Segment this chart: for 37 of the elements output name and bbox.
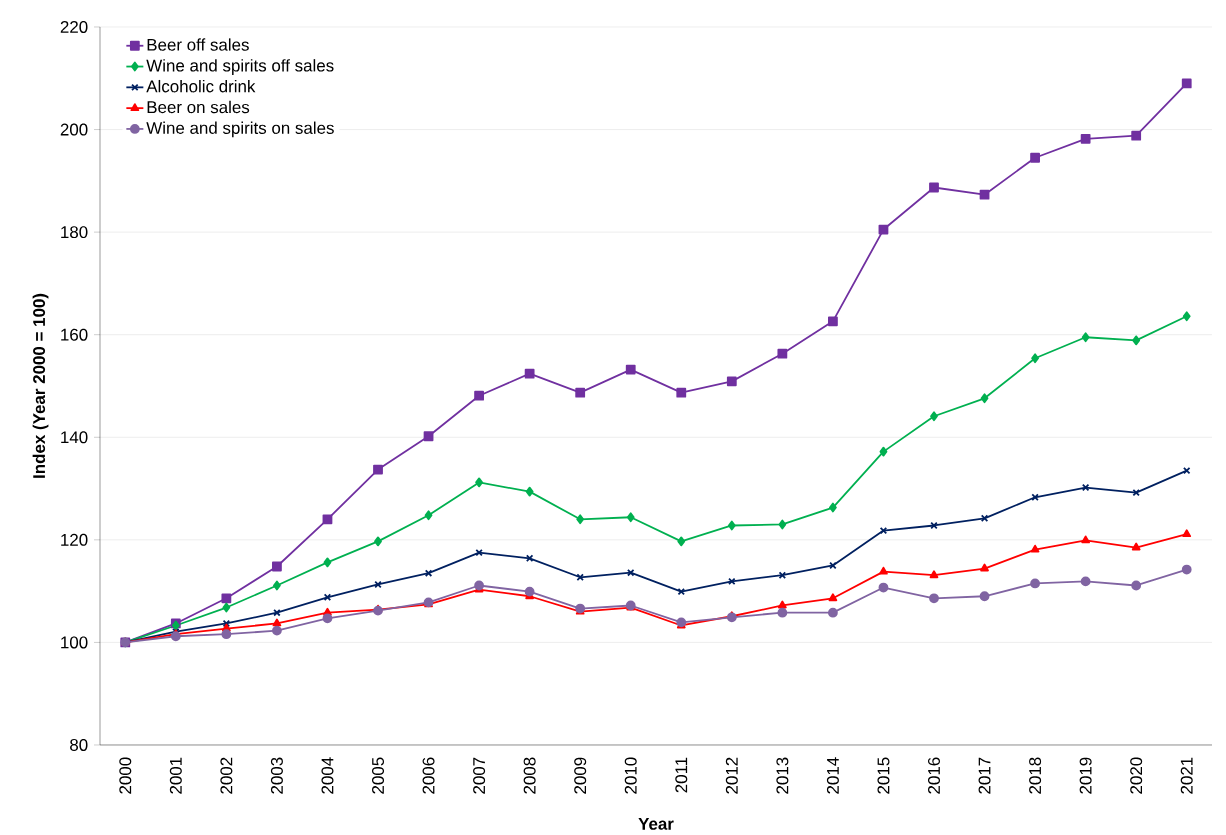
legend-label: Beer on sales (147, 100, 250, 113)
x-tick-label: 2000 (119, 757, 132, 794)
x-tick-label: 2010 (624, 757, 637, 794)
x-tick-label: 2017 (978, 757, 991, 794)
y-tick-label: 80 (70, 738, 88, 751)
x-tick-label: 2016 (928, 757, 940, 794)
x-tick-label: 2012 (725, 757, 738, 794)
x-tick-label: 2003 (270, 757, 283, 794)
legend-label: Beer off sales (147, 38, 249, 51)
x-tick-label: 2015 (877, 757, 890, 794)
x-tick-label: 2002 (220, 757, 233, 794)
y-tick-label: 160 (61, 328, 88, 341)
x-tick-label: 2021 (1180, 757, 1193, 794)
x-tick-label: 2008 (523, 757, 536, 794)
legend-label: Alcoholic drink (146, 79, 256, 93)
x-tick-label: 2001 (169, 757, 182, 794)
x-tick-label: 2009 (574, 757, 587, 794)
y-tick-label: 180 (61, 225, 88, 238)
y-axis-title: Index (Year 2000 = 100) (32, 293, 49, 478)
x-tick-label: 2006 (422, 757, 435, 794)
x-tick-label: 2004 (321, 757, 334, 794)
x-tick-label: 2018 (1029, 757, 1042, 794)
x-tick-label: 2013 (776, 757, 789, 794)
x-tick-label: 2014 (826, 757, 839, 794)
x-tick-label: 2011 (675, 757, 688, 793)
x-tick-label: 2007 (473, 757, 486, 794)
x-axis-title: Year (638, 817, 674, 830)
x-tick-label: 2020 (1130, 757, 1143, 794)
y-tick-label: 140 (61, 431, 88, 444)
y-tick-label: 220 (60, 20, 88, 33)
y-tick-label: 200 (60, 123, 88, 136)
x-tick-label: 2019 (1079, 757, 1092, 794)
y-tick-label: 100 (61, 636, 88, 649)
legend-label: Wine and spirits off sales (146, 58, 334, 75)
y-tick-label: 120 (61, 533, 88, 546)
x-tick-label: 2005 (372, 757, 385, 794)
legend-label: Wine and spirits on sales (146, 121, 334, 138)
